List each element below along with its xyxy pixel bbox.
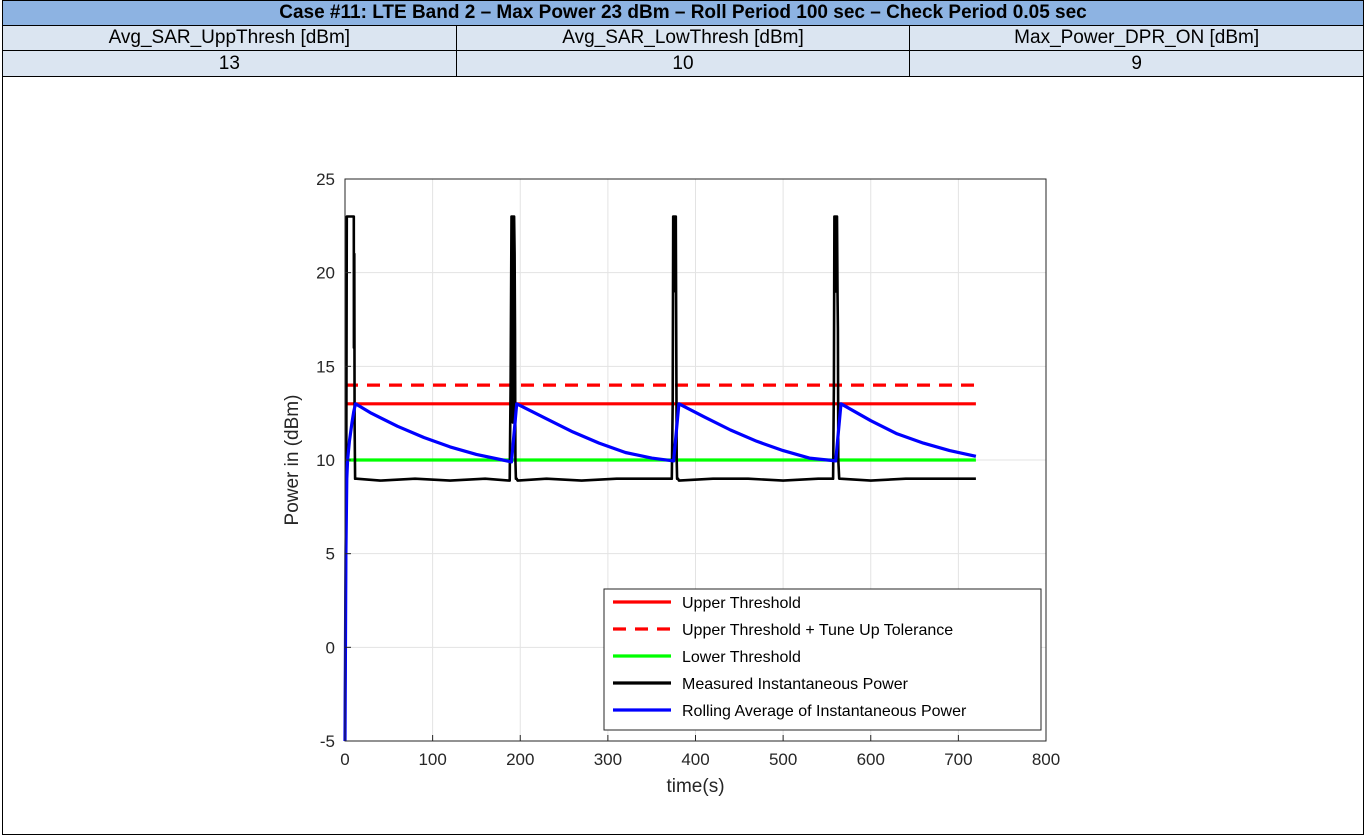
x-tick-label: 100 — [418, 750, 446, 769]
y-tick-label: 20 — [316, 264, 335, 283]
y-tick-label: 0 — [326, 638, 335, 657]
y-tick-label: 5 — [326, 545, 335, 564]
legend-box — [603, 588, 1042, 731]
y-tick-label: 15 — [316, 357, 335, 376]
x-tick-label: 700 — [944, 750, 972, 769]
x-tick-label: 600 — [857, 750, 885, 769]
x-tick-label: 0 — [340, 750, 349, 769]
x-tick-label: 800 — [1032, 750, 1060, 769]
value-max-power: 9 — [909, 50, 1364, 77]
value-row: 13 10 9 — [2, 50, 1364, 77]
y-tick-label: 10 — [316, 451, 335, 470]
value-lower-threshold: 10 — [455, 50, 911, 77]
y-tick-label: 25 — [316, 170, 335, 189]
value-upper-threshold: 13 — [2, 50, 457, 77]
case-title: Case #11: LTE Band 2 – Max Power 23 dBm … — [2, 0, 1364, 26]
legend-label: Upper Threshold + Tune Up Tolerance — [682, 622, 953, 639]
legend: Upper Threshold Upper Threshold + Tune Up… — [603, 588, 1042, 731]
series-line-3 — [343, 215, 976, 742]
header-row: Avg_SAR_UppThresh [dBm] Avg_SAR_LowThres… — [2, 25, 1364, 51]
legend-label: Measured Instantaneous Power — [682, 676, 909, 693]
y-tick-label: -5 — [320, 732, 335, 751]
x-tick-label: 200 — [506, 750, 534, 769]
ticks: 0 100 200 300 400 500 600 700 800 -5 0 5 10 15 20 25 — [316, 170, 1060, 769]
plot-row — [2, 76, 1364, 835]
x-tick-label: 400 — [681, 750, 709, 769]
x-tick-label: 500 — [769, 750, 797, 769]
x-axis-label: time(s) — [666, 776, 724, 797]
legend-label: Upper Threshold — [682, 595, 801, 612]
plot-cell — [2, 76, 1364, 835]
x-tick-label: 300 — [594, 750, 622, 769]
header-max-power: Max_Power_DPR_ON [dBm] — [909, 25, 1364, 51]
title-row: Case #11: LTE Band 2 – Max Power 23 dBm … — [2, 0, 1364, 26]
legend-label: Rolling Average of Instantaneous Power — [682, 703, 967, 720]
y-axis-label: Power in (dBm) — [282, 395, 303, 526]
legend-label: Lower Threshold — [682, 649, 801, 666]
series-line-4 — [343, 402, 977, 742]
series-layer — [343, 215, 977, 742]
